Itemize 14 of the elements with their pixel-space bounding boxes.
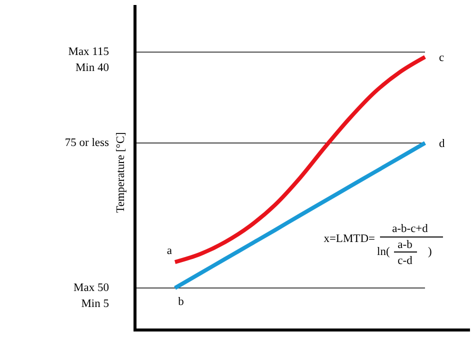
ref-line-label: Max 115 Min 40 xyxy=(68,46,110,74)
annotation: a xyxy=(166,245,172,258)
text: ) xyxy=(428,246,432,258)
annotation: a-b xyxy=(398,239,413,251)
y-axis-title: Temperature [°C] xyxy=(115,132,127,213)
ref-line-label: Max 50 Min 5 xyxy=(74,282,110,310)
text: d xyxy=(439,138,445,150)
annotation: x=LMTD= xyxy=(324,233,375,245)
annotation: ln( xyxy=(377,246,390,258)
annotation: c-d xyxy=(398,255,413,267)
ref-line-label: 75 or less xyxy=(64,136,110,149)
text: c xyxy=(439,52,444,64)
annotation: a-b-c+d xyxy=(392,223,428,235)
annotation: b xyxy=(178,296,184,308)
